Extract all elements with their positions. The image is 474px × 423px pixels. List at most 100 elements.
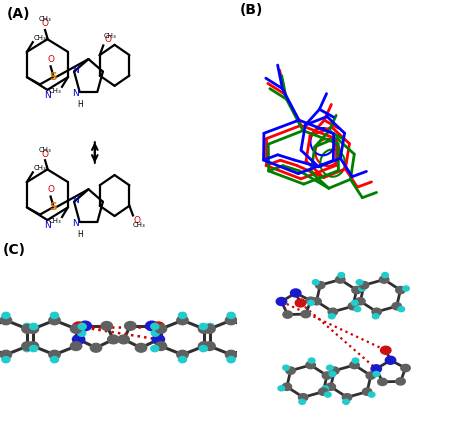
- Circle shape: [352, 358, 359, 363]
- Circle shape: [23, 346, 31, 352]
- Text: N: N: [44, 91, 51, 100]
- Text: N: N: [72, 66, 79, 75]
- Circle shape: [348, 302, 357, 310]
- Circle shape: [125, 321, 136, 330]
- Text: O: O: [104, 36, 111, 44]
- Text: CH₃: CH₃: [34, 35, 46, 41]
- Text: H: H: [77, 230, 83, 239]
- Circle shape: [401, 364, 410, 372]
- Circle shape: [392, 302, 401, 310]
- Circle shape: [342, 394, 352, 401]
- Circle shape: [247, 342, 258, 351]
- Circle shape: [90, 343, 101, 352]
- Text: O: O: [42, 150, 48, 159]
- Circle shape: [155, 342, 167, 351]
- Circle shape: [152, 335, 164, 344]
- Text: CH₃: CH₃: [103, 33, 116, 39]
- Text: O: O: [134, 217, 141, 225]
- Circle shape: [255, 346, 263, 352]
- Circle shape: [282, 383, 292, 390]
- Text: S: S: [49, 202, 57, 212]
- Circle shape: [312, 280, 319, 285]
- Circle shape: [343, 399, 349, 404]
- Circle shape: [198, 324, 210, 333]
- Circle shape: [379, 276, 389, 283]
- Circle shape: [155, 324, 167, 333]
- Circle shape: [29, 346, 37, 352]
- Circle shape: [22, 324, 33, 333]
- Circle shape: [356, 280, 363, 285]
- Circle shape: [328, 308, 337, 316]
- Circle shape: [322, 372, 332, 379]
- Circle shape: [359, 286, 365, 291]
- Circle shape: [27, 324, 39, 333]
- Circle shape: [118, 335, 129, 344]
- Circle shape: [362, 388, 372, 396]
- Text: N: N: [72, 196, 79, 205]
- Circle shape: [366, 372, 375, 379]
- Circle shape: [51, 357, 59, 363]
- Circle shape: [70, 324, 82, 333]
- Circle shape: [78, 330, 86, 336]
- Circle shape: [368, 392, 375, 397]
- Circle shape: [22, 342, 33, 351]
- Circle shape: [0, 316, 12, 325]
- Text: O: O: [47, 55, 54, 64]
- Circle shape: [49, 316, 60, 325]
- Circle shape: [351, 300, 358, 305]
- Circle shape: [319, 388, 328, 396]
- Circle shape: [29, 323, 37, 330]
- Circle shape: [27, 342, 39, 351]
- Circle shape: [206, 323, 214, 330]
- Circle shape: [336, 276, 345, 283]
- Circle shape: [308, 300, 314, 305]
- Circle shape: [78, 323, 86, 330]
- Circle shape: [178, 312, 186, 319]
- Circle shape: [151, 323, 159, 330]
- Circle shape: [312, 298, 321, 305]
- Circle shape: [2, 357, 10, 363]
- Circle shape: [359, 282, 369, 289]
- Text: H: H: [77, 99, 83, 109]
- Circle shape: [151, 346, 159, 352]
- Text: CH₃: CH₃: [133, 222, 146, 228]
- Circle shape: [378, 378, 387, 385]
- Circle shape: [247, 324, 258, 333]
- Text: N: N: [73, 88, 79, 97]
- Circle shape: [306, 361, 315, 369]
- Circle shape: [291, 289, 301, 297]
- Circle shape: [382, 272, 388, 277]
- Circle shape: [286, 367, 295, 374]
- Circle shape: [226, 350, 237, 359]
- Circle shape: [200, 323, 208, 330]
- Circle shape: [396, 378, 405, 385]
- Circle shape: [356, 298, 365, 305]
- Text: CH₃: CH₃: [48, 218, 61, 224]
- Circle shape: [373, 314, 379, 319]
- Text: S: S: [49, 72, 57, 82]
- Circle shape: [177, 350, 188, 359]
- Circle shape: [152, 322, 164, 332]
- Circle shape: [301, 310, 310, 318]
- Circle shape: [371, 365, 382, 373]
- Circle shape: [350, 361, 359, 369]
- Text: (A): (A): [7, 7, 31, 21]
- Circle shape: [204, 324, 215, 333]
- Circle shape: [227, 312, 235, 319]
- Circle shape: [316, 282, 325, 289]
- Text: N: N: [44, 221, 51, 230]
- Circle shape: [326, 383, 336, 390]
- Circle shape: [255, 323, 263, 330]
- Circle shape: [23, 323, 31, 330]
- Circle shape: [398, 307, 405, 312]
- Circle shape: [385, 356, 396, 364]
- Circle shape: [283, 365, 289, 370]
- Circle shape: [49, 350, 60, 359]
- Circle shape: [352, 286, 361, 294]
- Text: CH₃: CH₃: [34, 165, 46, 171]
- Circle shape: [338, 272, 345, 277]
- Circle shape: [200, 346, 208, 352]
- Circle shape: [73, 322, 85, 332]
- Circle shape: [327, 365, 333, 370]
- Circle shape: [136, 343, 146, 352]
